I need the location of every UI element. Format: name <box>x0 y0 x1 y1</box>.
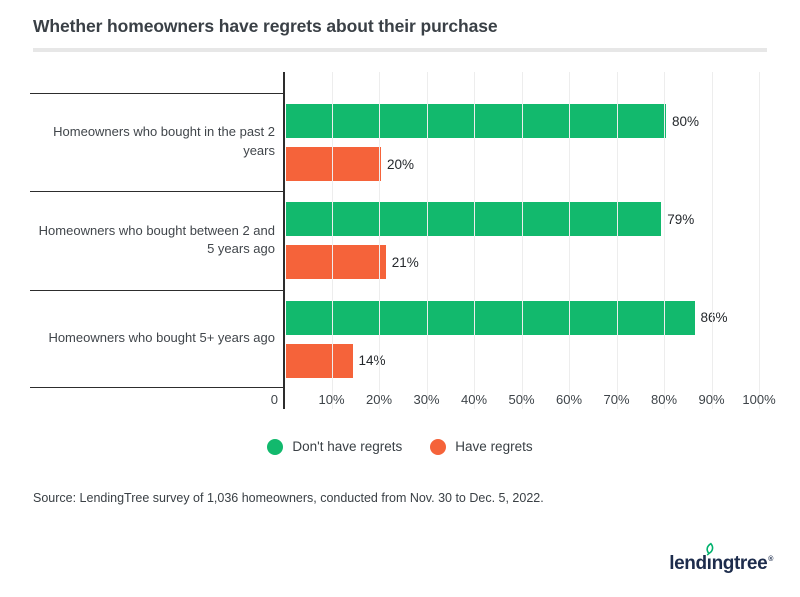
gridline <box>759 72 760 409</box>
value-label: 21% <box>391 254 419 270</box>
legend: Don't have regrets Have regrets <box>0 438 800 455</box>
title-divider <box>33 48 767 52</box>
x-tick-label: 10% <box>318 392 345 407</box>
x-tick-label: 70% <box>603 392 630 407</box>
row-separator <box>30 387 283 388</box>
logo-text-post: ngtree <box>711 553 768 574</box>
bar-row: 20% <box>286 147 699 181</box>
x-tick-label: 100% <box>742 392 776 407</box>
x-tick-label: 60% <box>555 392 583 407</box>
chart-area: Homeowners who bought in the past 2 year… <box>0 69 800 414</box>
bar-negative <box>286 147 381 181</box>
category-row: Homeowners who bought between 2 and 5 ye… <box>0 191 800 289</box>
bar-positive <box>286 300 695 335</box>
value-label: 79% <box>667 211 695 227</box>
x-tick-label: 20% <box>365 392 393 407</box>
source-note: Source: LendingTree survey of 1,036 home… <box>33 491 544 505</box>
rows: Homeowners who bought in the past 2 year… <box>0 93 800 388</box>
gridline <box>426 72 428 409</box>
value-label: 86% <box>700 310 728 326</box>
category-label: Homeowners who bought in the past 2 year… <box>53 124 275 159</box>
legend-swatch <box>267 438 284 455</box>
category-label: Homeowners who bought 5+ years ago <box>48 330 275 346</box>
legend-item: Have regrets <box>430 438 533 455</box>
legend-swatch <box>430 438 447 455</box>
gridline <box>664 72 665 409</box>
row-separator <box>30 289 283 291</box>
x-tick-label: 30% <box>413 392 440 407</box>
logo-i: ı <box>706 542 714 574</box>
x-tick-label: 90% <box>698 392 725 407</box>
category-row: Homeowners who bought 5+ years ago 86% 14% <box>0 289 800 388</box>
x-tick-label: 50% <box>508 392 535 407</box>
bar-negative <box>286 245 386 280</box>
legend-label: Have regrets <box>455 439 533 454</box>
x-tick-label: 80% <box>650 392 678 407</box>
bar-group: 86% 14% <box>286 300 728 387</box>
gridline <box>331 72 333 409</box>
category-row: Homeowners who bought in the past 2 year… <box>0 93 800 191</box>
row-separator <box>30 191 283 193</box>
logo-text-pre: lend <box>669 553 707 574</box>
bar-row: 86% <box>286 300 728 335</box>
gridline <box>569 72 570 409</box>
row-separator <box>30 93 283 94</box>
value-label: 20% <box>387 156 415 172</box>
gridline <box>474 72 475 409</box>
lendingtree-logo: lendı ngtree® <box>669 542 773 575</box>
bar-positive <box>286 202 662 237</box>
gridline <box>521 72 523 409</box>
leaf-icon <box>706 542 714 556</box>
bar-row: 79% <box>286 202 695 237</box>
y-axis-line <box>283 72 285 409</box>
category-label: Homeowners who bought between 2 and 5 ye… <box>38 222 275 257</box>
x-tick-label: 40% <box>460 392 488 407</box>
registered-mark: ® <box>768 556 773 563</box>
bar-row: 80% <box>286 104 699 138</box>
page-title: Whether homeowners have regrets about th… <box>33 16 498 36</box>
bar-negative <box>286 343 353 378</box>
gridline <box>616 72 618 409</box>
bar-row: 21% <box>286 245 694 280</box>
gridline <box>711 72 713 409</box>
value-label: 80% <box>672 113 700 129</box>
value-label: 14% <box>358 353 386 369</box>
bar-row: 14% <box>286 343 728 378</box>
bar-group: 80% 20% <box>286 104 699 190</box>
legend-label: Don't have regrets <box>292 439 403 454</box>
gridline <box>379 72 380 409</box>
legend-item: Don't have regrets <box>267 438 403 455</box>
bar-group: 79% 21% <box>286 202 694 288</box>
x-tick-label: 0 <box>270 392 278 407</box>
bar-positive <box>286 104 666 138</box>
